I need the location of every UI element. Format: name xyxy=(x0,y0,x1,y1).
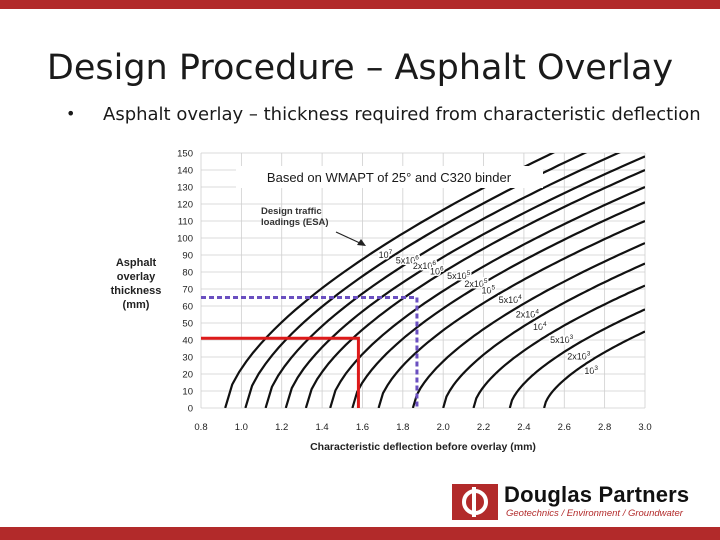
curve-label: 5x105 xyxy=(447,270,471,281)
y-tick-label: 80 xyxy=(182,268,193,279)
y-tick-label: 0 xyxy=(188,404,193,415)
x-tick-label: 2.2 xyxy=(477,422,490,433)
logo-mark-icon xyxy=(452,484,498,520)
x-tick-label: 2.4 xyxy=(517,422,530,433)
curve-label: 103 xyxy=(584,365,598,376)
x-tick-label: 3.0 xyxy=(638,422,651,433)
top-accent-bar xyxy=(0,0,720,9)
y-tick-label: 10 xyxy=(182,387,193,398)
curve-5x10e6 xyxy=(244,153,588,408)
y-tick-label: 70 xyxy=(182,285,193,296)
curve-5x10e4 xyxy=(377,219,645,408)
y-tick-label: 100 xyxy=(177,234,193,245)
curve-label: 5x103 xyxy=(550,334,574,345)
curve-label: 2x104 xyxy=(516,309,540,320)
y-tick-label: 30 xyxy=(182,353,193,364)
x-tick-label: 2.6 xyxy=(558,422,571,433)
x-tick-label: 2.0 xyxy=(437,422,450,433)
curve-label: 2x106 xyxy=(413,260,437,271)
design-traffic-annotation: Design traffic loadings (ESA) xyxy=(261,206,329,228)
annotation-arrowhead xyxy=(357,239,366,246)
curve-2x10e6 xyxy=(264,153,621,408)
curve-5x10e3 xyxy=(472,284,645,408)
curve-10e5 xyxy=(351,201,645,408)
curve-10e6 xyxy=(284,155,645,408)
x-tick-label: 1.4 xyxy=(315,422,328,433)
curve-label: 105 xyxy=(481,284,495,295)
x-tick-label: 2.8 xyxy=(598,422,611,433)
y-tick-label: 130 xyxy=(177,183,193,194)
chart-note: Based on WMAPT of 25° and C320 binder xyxy=(267,170,512,185)
x-tick-label: 0.8 xyxy=(194,422,207,433)
curve-label: 104 xyxy=(533,321,547,332)
douglas-partners-logo: Douglas Partners Geotechnics / Environme… xyxy=(452,482,702,522)
y-tick-label: 40 xyxy=(182,336,193,347)
y-tick-label: 150 xyxy=(177,149,193,160)
logo-tagline: Geotechnics / Environment / Groundwater xyxy=(506,508,683,519)
bottom-accent-bar xyxy=(0,527,720,540)
curve-2x10e4 xyxy=(411,242,645,408)
curve-10e7 xyxy=(224,153,556,408)
overlay-thickness-chart: 107 5x106 2x106 106 5x105 2x105 105 5x104 2x104 1… xyxy=(100,140,670,460)
y-tick-label: 140 xyxy=(177,166,193,177)
logo-name: Douglas Partners xyxy=(504,482,690,507)
curve-label: 5x106 xyxy=(396,254,420,265)
y-tick-label: 50 xyxy=(182,319,193,330)
curve-2x10e3 xyxy=(508,308,645,408)
bullet-marker: • xyxy=(66,104,76,123)
curve-label: 2x105 xyxy=(464,278,488,289)
x-tick-label: 1.2 xyxy=(275,422,288,433)
note-background xyxy=(236,166,543,188)
y-tick-label: 20 xyxy=(182,370,193,381)
bullet-text: Asphalt overlay – thickness required fro… xyxy=(103,104,701,125)
curve-label: 5x104 xyxy=(499,294,523,305)
red-guide xyxy=(201,336,360,408)
curve-10e3 xyxy=(543,330,645,408)
curve-label: 2x103 xyxy=(567,350,591,361)
curve-10e4 xyxy=(442,262,645,408)
y-tick-label: 110 xyxy=(178,217,193,228)
purple-guide xyxy=(201,296,419,408)
curve-2x10e5 xyxy=(329,185,645,408)
x-tick-label: 1.6 xyxy=(356,422,369,433)
slide-title: Design Procedure – Asphalt Overlay xyxy=(46,48,674,88)
x-tick-label: 1.8 xyxy=(396,422,409,433)
x-axis-title: Characteristic deflection before overlay… xyxy=(310,441,536,453)
annotation-arrow xyxy=(335,231,363,245)
y-tick-label: 60 xyxy=(182,302,193,313)
curve-5x10e5 xyxy=(304,168,645,408)
y-axis-title: Asphalt overlay thickness (mm) xyxy=(111,257,162,311)
curve-label: 107 xyxy=(379,249,393,260)
curve-label: 106 xyxy=(430,265,444,276)
y-tick-label: 90 xyxy=(182,251,193,262)
x-tick-label: 1.0 xyxy=(235,422,248,433)
y-tick-label: 120 xyxy=(177,200,193,211)
